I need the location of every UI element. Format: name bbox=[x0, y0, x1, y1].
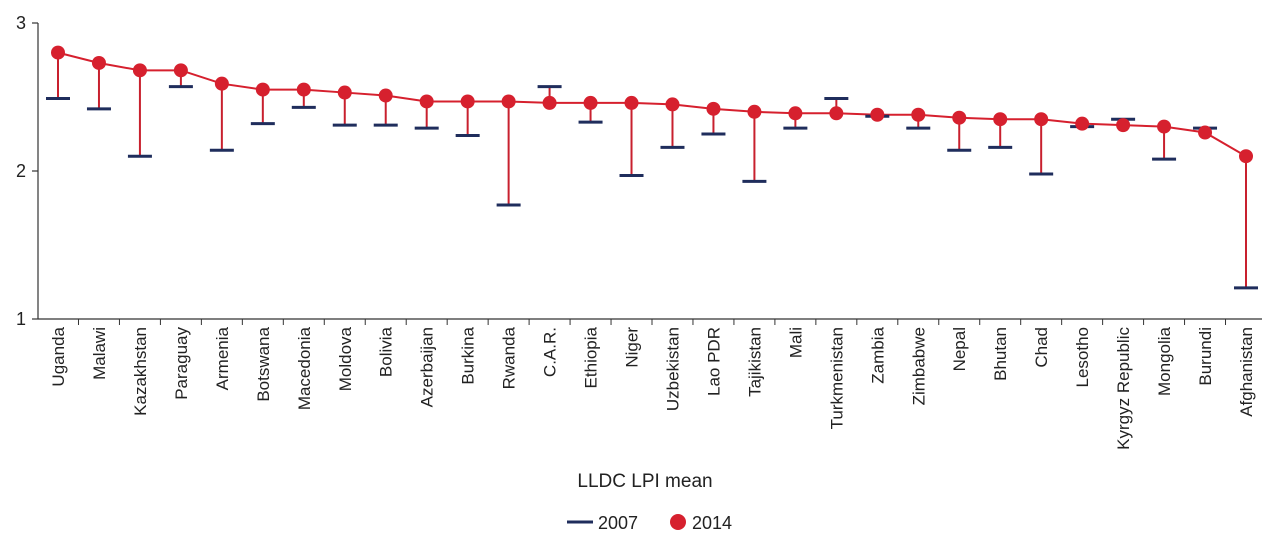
category-label: Zambia bbox=[868, 326, 887, 383]
point-2014 bbox=[665, 97, 680, 112]
category-label: Azerbaijan bbox=[418, 327, 437, 407]
point-2014 bbox=[952, 110, 967, 125]
point-2014 bbox=[1198, 125, 1213, 140]
category-label: Moldova bbox=[336, 326, 355, 391]
category-label: Tajikistan bbox=[745, 327, 764, 397]
point-2014 bbox=[1157, 119, 1172, 134]
point-2014 bbox=[993, 112, 1008, 127]
category-label: Zimbabwe bbox=[909, 327, 928, 405]
category-label: Niger bbox=[623, 327, 642, 368]
point-2014 bbox=[214, 76, 229, 91]
point-2014 bbox=[1239, 149, 1253, 164]
point-2014 bbox=[91, 55, 106, 70]
point-2014 bbox=[173, 63, 188, 78]
legend-label-2007: 2007 bbox=[598, 513, 638, 533]
category-label: Bhutan bbox=[991, 327, 1010, 381]
point-2014 bbox=[337, 85, 352, 100]
point-2014 bbox=[706, 101, 721, 116]
category-label: Bolivia bbox=[377, 326, 396, 377]
point-2014 bbox=[624, 95, 639, 110]
category-label: Rwanda bbox=[500, 326, 519, 389]
category-label: Turkmenistan bbox=[827, 327, 846, 429]
point-2014 bbox=[870, 107, 885, 122]
point-2014 bbox=[460, 94, 475, 109]
legend-marker-2014 bbox=[670, 514, 686, 530]
y-tick-label: 2 bbox=[16, 161, 26, 181]
point-2014 bbox=[132, 63, 147, 78]
series-line-2014 bbox=[57, 51, 1247, 158]
category-label: Botswana bbox=[254, 326, 273, 401]
point-2014 bbox=[51, 45, 65, 60]
category-label: Ethiopia bbox=[582, 326, 601, 388]
category-label: Uzbekistan bbox=[663, 327, 682, 411]
point-2014 bbox=[542, 95, 557, 110]
point-2014 bbox=[419, 94, 434, 109]
point-2014 bbox=[378, 88, 393, 103]
point-2014 bbox=[911, 107, 926, 122]
point-2014 bbox=[1116, 118, 1131, 133]
category-label: Malawi bbox=[90, 327, 109, 380]
chart-title: LLDC LPI mean bbox=[577, 471, 712, 492]
point-2014 bbox=[829, 106, 844, 121]
category-label: Lesotho bbox=[1073, 327, 1092, 388]
point-2014 bbox=[296, 82, 311, 97]
point-2014 bbox=[1034, 112, 1049, 127]
category-label: Afghanistan bbox=[1237, 327, 1256, 417]
point-2014 bbox=[583, 95, 598, 110]
category-label: Macedonia bbox=[295, 326, 314, 410]
category-label: Paraguay bbox=[172, 327, 191, 400]
category-label: Mali bbox=[786, 327, 805, 358]
category-label: Nepal bbox=[950, 327, 969, 371]
category-label: Chad bbox=[1032, 327, 1051, 368]
legend-label-2014: 2014 bbox=[692, 513, 732, 533]
category-label: Lao PDR bbox=[704, 327, 723, 396]
y-tick-label: 1 bbox=[16, 309, 26, 329]
category-label: Burkina bbox=[459, 326, 478, 384]
category-label: Kyrgyz Republic bbox=[1114, 327, 1133, 450]
category-label: Uganda bbox=[49, 326, 68, 386]
point-2014 bbox=[747, 104, 762, 119]
y-tick-label: 3 bbox=[16, 13, 26, 33]
point-2014 bbox=[788, 106, 803, 121]
category-label: Armenia bbox=[213, 326, 232, 390]
category-label: C.A.R. bbox=[541, 327, 560, 377]
category-label: Burundi bbox=[1196, 327, 1215, 386]
category-label: Kazakhstan bbox=[131, 327, 150, 416]
point-2014 bbox=[255, 82, 270, 97]
point-2014 bbox=[501, 94, 516, 109]
category-label: Mongolia bbox=[1155, 326, 1174, 396]
point-2014 bbox=[1075, 116, 1090, 131]
